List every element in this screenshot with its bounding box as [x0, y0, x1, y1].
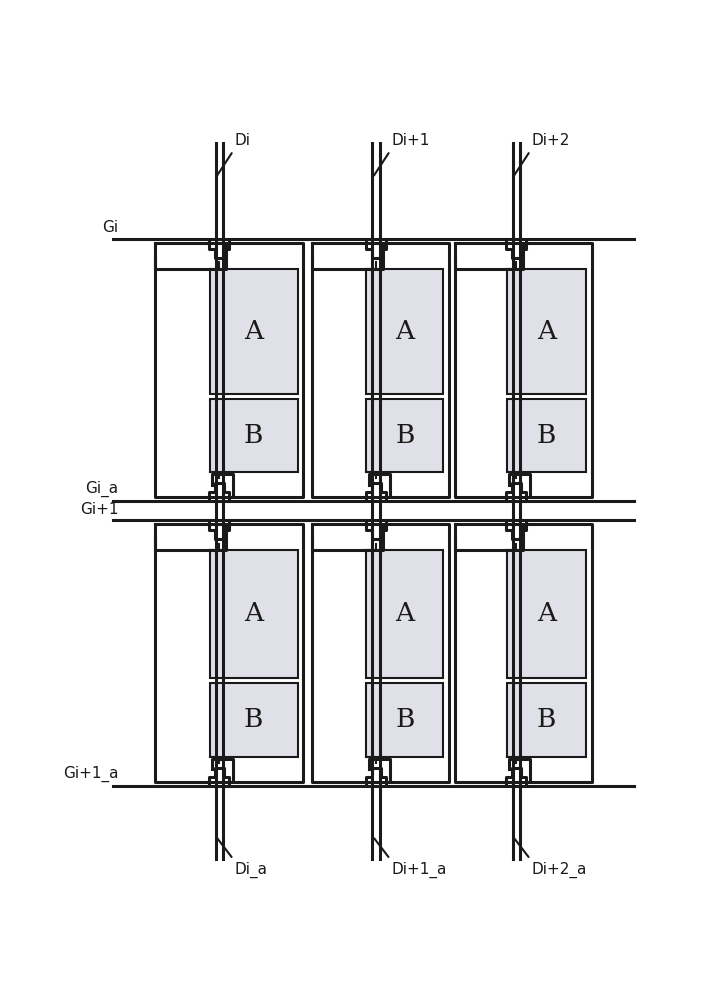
Bar	[367, 683, 443, 757]
Text: Gi+1_a: Gi+1_a	[63, 766, 119, 782]
Text: Gi: Gi	[102, 221, 119, 235]
Bar	[367, 399, 443, 472]
Text: Di_a: Di_a	[235, 862, 268, 878]
Text: B: B	[537, 423, 556, 448]
Text: B: B	[395, 707, 414, 732]
Bar	[210, 399, 298, 472]
Text: A: A	[395, 601, 414, 626]
Bar	[507, 269, 586, 394]
Text: Gi+1: Gi+1	[80, 502, 119, 517]
Text: B: B	[244, 707, 263, 732]
Text: B: B	[244, 423, 263, 448]
Text: B: B	[537, 707, 556, 732]
Bar	[507, 683, 586, 757]
Bar	[210, 683, 298, 757]
Bar	[367, 269, 443, 394]
Text: A: A	[244, 601, 263, 626]
Bar	[210, 550, 298, 678]
Bar	[210, 269, 298, 394]
Text: Di+1: Di+1	[392, 133, 430, 148]
Text: Di+2_a: Di+2_a	[532, 862, 587, 878]
Bar	[507, 399, 586, 472]
Bar	[367, 550, 443, 678]
Text: Di+2: Di+2	[532, 133, 570, 148]
Text: B: B	[395, 423, 414, 448]
Text: Di: Di	[235, 133, 251, 148]
Text: A: A	[537, 601, 556, 626]
Text: A: A	[537, 319, 556, 344]
Text: Di+1_a: Di+1_a	[392, 862, 448, 878]
Text: A: A	[395, 319, 414, 344]
Text: Gi_a: Gi_a	[85, 481, 119, 497]
Text: A: A	[244, 319, 263, 344]
Bar	[507, 550, 586, 678]
